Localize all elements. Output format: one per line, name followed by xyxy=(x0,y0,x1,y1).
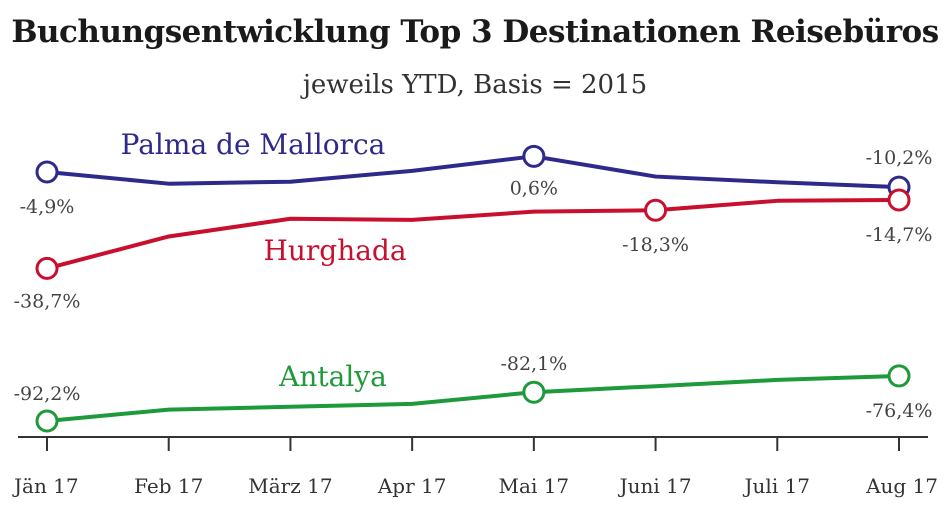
x-tick-label: Feb 17 xyxy=(134,474,203,498)
series-line xyxy=(46,154,900,190)
chart-title: Buchungsentwicklung Top 3 Destinationen … xyxy=(11,14,939,50)
data-label: -14,7% xyxy=(866,224,933,246)
data-point-marker xyxy=(35,409,59,433)
data-point-marker xyxy=(522,144,546,168)
series-line xyxy=(46,197,900,271)
x-tick-label: Aug 17 xyxy=(865,474,938,498)
x-tick-label: Juni 17 xyxy=(618,474,692,498)
x-tick-label: März 17 xyxy=(248,474,332,498)
series-lines xyxy=(35,144,911,433)
data-label: -18,3% xyxy=(622,234,689,256)
series-names: Palma de Mallorca Hurghada Antalya xyxy=(121,128,407,393)
series-name-label: Hurghada xyxy=(263,234,406,267)
series-line xyxy=(46,373,900,423)
data-labels: -4,9% 0,6% -10,2% -38,7% -18,3% -14,7% -92,2% -… xyxy=(14,147,933,422)
data-point-marker xyxy=(887,364,911,388)
data-label: -92,2% xyxy=(14,383,81,405)
x-tick-label: Jän 17 xyxy=(12,474,79,498)
data-label: -4,9% xyxy=(20,196,75,218)
data-label: -10,2% xyxy=(866,147,933,169)
data-label: -76,4% xyxy=(866,400,933,422)
x-axis: Jän 17 Feb 17 März 17 Apr 17 Mai 17 Juni 17 Ju… xyxy=(12,436,938,498)
data-point-marker xyxy=(35,160,59,184)
data-label: -82,1% xyxy=(500,353,567,375)
data-label: 0,6% xyxy=(510,177,558,199)
x-tick-label: Apr 17 xyxy=(377,474,447,498)
data-point-marker xyxy=(644,198,668,222)
data-point-marker xyxy=(35,256,59,280)
x-tick-label: Mai 17 xyxy=(499,474,570,498)
data-label: -38,7% xyxy=(14,290,81,312)
x-tick-label: Juli 17 xyxy=(743,474,811,498)
chart-subtitle: jeweils YTD, Basis = 2015 xyxy=(302,70,648,100)
series-name-label: Antalya xyxy=(278,360,387,393)
data-point-marker xyxy=(887,188,911,212)
data-point-marker xyxy=(522,380,546,404)
series-name-label: Palma de Mallorca xyxy=(121,128,386,161)
